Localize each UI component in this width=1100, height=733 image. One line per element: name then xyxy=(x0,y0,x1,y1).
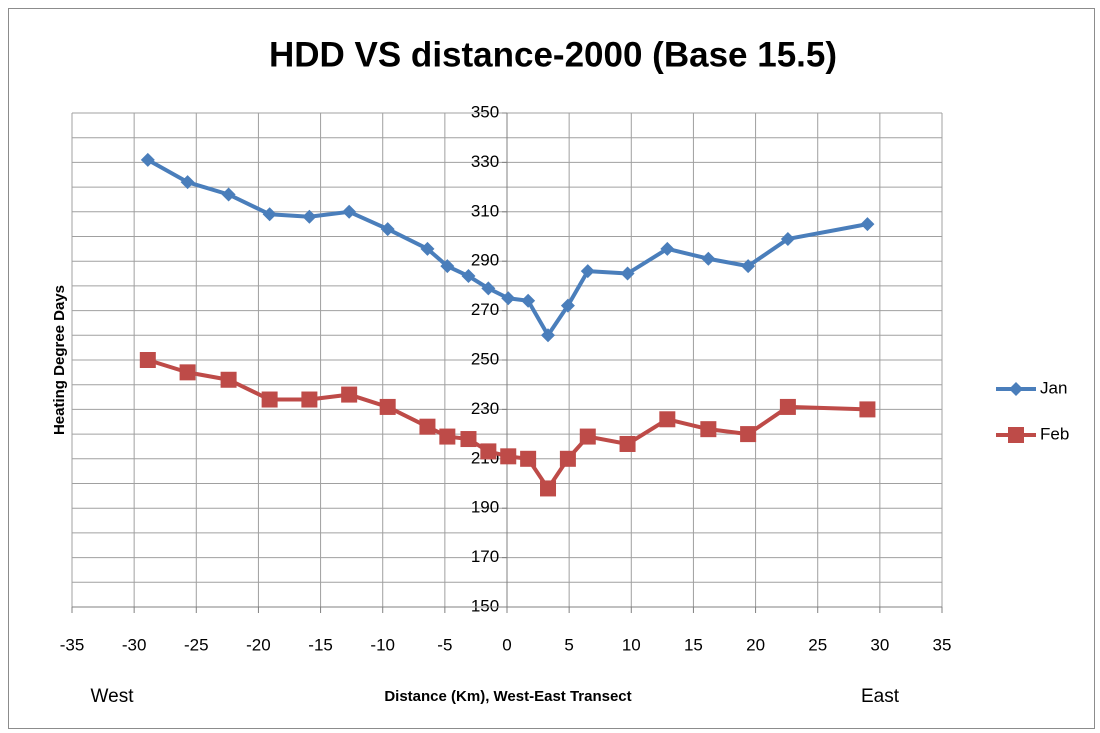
x-tick-label: 15 xyxy=(684,635,703,654)
marker xyxy=(461,269,476,284)
marker xyxy=(619,435,636,452)
x-tick-label: 35 xyxy=(933,635,952,654)
marker xyxy=(380,222,395,237)
marker xyxy=(541,328,556,343)
annotation: West xyxy=(91,686,135,707)
marker xyxy=(302,209,317,224)
x-tick-label: -30 xyxy=(122,635,147,654)
y-axis-label: Heating Degree Days xyxy=(51,285,68,435)
marker xyxy=(520,450,537,467)
marker xyxy=(341,386,358,403)
y-tick-label: 270 xyxy=(471,300,499,319)
marker xyxy=(700,421,717,438)
marker xyxy=(220,371,237,388)
y-tick-label: 290 xyxy=(471,251,499,270)
y-tick-label: 190 xyxy=(471,498,499,517)
marker xyxy=(780,231,795,246)
marker xyxy=(620,266,635,281)
marker xyxy=(420,241,435,256)
x-tick-label: 30 xyxy=(870,635,889,654)
marker xyxy=(859,401,876,418)
marker xyxy=(139,352,156,368)
marker xyxy=(741,259,756,274)
marker xyxy=(180,175,195,190)
marker xyxy=(500,448,517,465)
x-tick-label: 10 xyxy=(622,635,641,654)
marker xyxy=(480,443,497,460)
marker xyxy=(740,426,757,443)
marker xyxy=(481,281,496,296)
marker xyxy=(460,431,477,448)
marker xyxy=(560,298,575,313)
y-tick-label: 150 xyxy=(471,596,499,615)
series-line xyxy=(147,358,868,491)
x-tick-label: -35 xyxy=(60,635,85,654)
marker xyxy=(540,480,557,497)
y-tick-label: 250 xyxy=(471,349,499,368)
marker xyxy=(261,391,278,408)
marker xyxy=(140,152,155,167)
marker xyxy=(559,450,576,467)
x-axis-label: Distance (Km), West-East Transect xyxy=(384,688,631,705)
marker xyxy=(440,259,455,274)
marker xyxy=(221,187,236,202)
marker xyxy=(179,364,196,381)
x-tick-label: -20 xyxy=(246,635,271,654)
annotation: East xyxy=(861,686,900,707)
y-tick-label: 350 xyxy=(471,102,499,121)
y-tick-label: 170 xyxy=(471,547,499,566)
chart-title: HDD VS distance-2000 (Base 15.5) xyxy=(269,35,837,74)
marker xyxy=(701,251,716,266)
marker xyxy=(501,291,516,306)
x-tick-label: 20 xyxy=(746,635,765,654)
marker xyxy=(779,398,796,415)
x-tick-label: -15 xyxy=(308,635,333,654)
marker xyxy=(659,411,676,428)
marker xyxy=(580,264,595,279)
marker xyxy=(262,207,277,222)
marker xyxy=(860,217,875,232)
y-tick-label: 310 xyxy=(471,201,499,220)
x-tick-label: -5 xyxy=(437,635,452,654)
x-tick-label: 25 xyxy=(808,635,827,654)
marker xyxy=(439,428,456,445)
y-tick-label: 230 xyxy=(471,399,499,418)
x-tick-label: -25 xyxy=(184,635,209,654)
marker xyxy=(579,428,596,445)
series-line xyxy=(146,158,868,338)
marker xyxy=(660,241,675,256)
marker xyxy=(521,293,536,308)
marker xyxy=(301,391,318,408)
x-tick-label: 5 xyxy=(564,635,573,654)
marker xyxy=(342,204,357,219)
x-tick-label: 0 xyxy=(502,635,511,654)
marker xyxy=(379,398,396,415)
legend-marker xyxy=(1008,427,1024,443)
marker xyxy=(419,418,436,435)
y-tick-label: 330 xyxy=(471,152,499,171)
x-tick-label: -10 xyxy=(370,635,395,654)
legend-label: Jan xyxy=(1040,378,1067,397)
legend-marker xyxy=(1009,382,1023,396)
legend-label: Feb xyxy=(1040,424,1069,443)
